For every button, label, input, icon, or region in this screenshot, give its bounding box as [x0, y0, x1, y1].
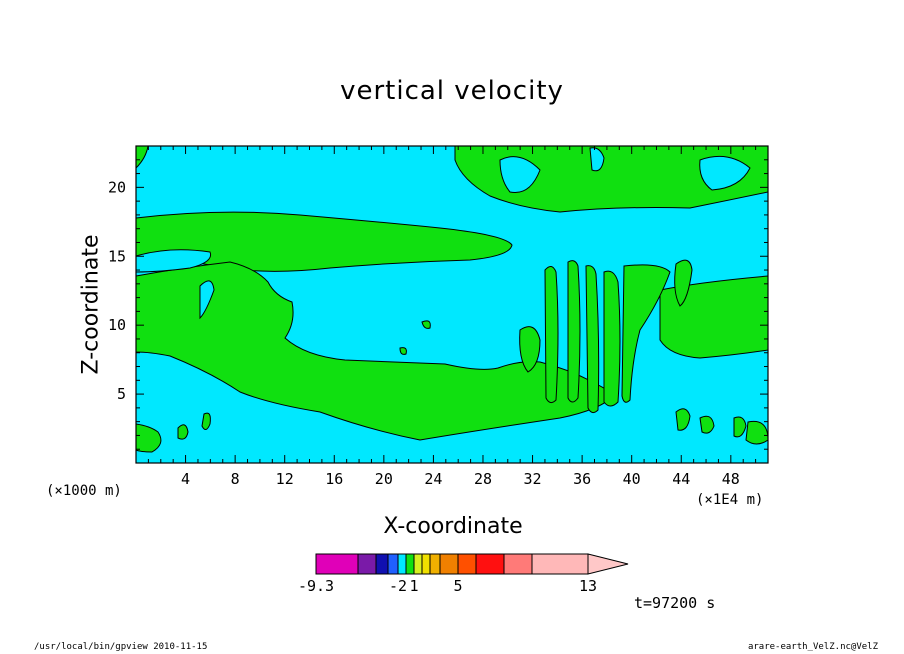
colorbar-swatch — [315, 553, 359, 575]
contour-region — [177, 424, 189, 440]
colorbar-swatch — [413, 553, 423, 575]
colorbar — [315, 553, 629, 575]
colorbar-swatch — [387, 553, 399, 575]
x-tick-label: 36 — [573, 470, 591, 488]
contour-region — [659, 275, 768, 359]
contour-region — [201, 412, 211, 430]
colorbar-tick-label: 5 — [453, 577, 462, 595]
x-tick-label: 4 — [181, 470, 190, 488]
colorbar-swatch — [429, 553, 441, 575]
x-tick-label: 32 — [524, 470, 542, 488]
colorbar-swatch — [503, 553, 533, 575]
contour-region — [499, 156, 541, 194]
x-unit-left: (×1000 m) — [46, 483, 122, 499]
contour-region — [585, 265, 600, 414]
y-tick-label: 20 — [108, 178, 126, 196]
contour-region — [699, 415, 715, 434]
colorbar-tick-label: -9.3 — [298, 577, 334, 595]
time-label: t=97200 s — [634, 594, 716, 612]
x-tick-label: 12 — [276, 470, 294, 488]
x-tick-label: 40 — [623, 470, 641, 488]
colorbar-swatch — [475, 553, 505, 575]
footer-right: arare-earth_VelZ.nc@VelZ — [747, 642, 878, 652]
x-tick-label: 28 — [474, 470, 492, 488]
contour-region — [567, 260, 581, 403]
colorbar-swatch — [457, 553, 477, 575]
colorbar-swatch — [421, 553, 431, 575]
axis-ticks — [136, 146, 768, 463]
footer-left: /usr/local/bin/gpview 2010-11-15 — [34, 642, 208, 652]
colorbar-swatch — [531, 553, 589, 575]
colorbar-swatch — [375, 553, 389, 575]
colorbar-swatch — [439, 553, 459, 575]
contour-region — [699, 155, 751, 191]
colorbar-swatch — [357, 553, 377, 575]
contour-region — [544, 266, 559, 404]
y-axis-label: Z-coordinate — [78, 234, 104, 375]
contour-region — [136, 249, 212, 273]
contour-region — [589, 147, 605, 172]
colorbar-tick-label: -2 — [389, 577, 407, 595]
x-tick-label: 20 — [375, 470, 393, 488]
contour-region — [621, 264, 671, 403]
contour-region — [199, 280, 215, 320]
x-tick-label: 16 — [325, 470, 343, 488]
contour-region — [674, 259, 693, 307]
contour-region — [603, 270, 621, 407]
contour-region — [399, 347, 407, 355]
x-tick-label: 8 — [231, 470, 240, 488]
colorbar-tick-label: 1 — [409, 577, 418, 595]
contour-region — [136, 261, 616, 441]
contour-region — [733, 416, 747, 438]
chart-title: vertical velocity — [340, 76, 564, 106]
contour-region — [519, 326, 541, 373]
colorbar-tick-label: 13 — [579, 577, 597, 595]
y-tick-label: 10 — [108, 316, 126, 334]
y-tick-label: 15 — [108, 247, 126, 265]
colorbar-arrow — [587, 553, 629, 575]
contour-region — [454, 146, 768, 213]
contour-region — [421, 320, 431, 329]
colorbar-labels: -9.3 -2 1 5 13 — [298, 577, 597, 595]
colorbar-swatch — [397, 553, 407, 575]
plot-frame — [135, 145, 769, 464]
y-tick-label: 5 — [117, 385, 126, 403]
contour-region — [136, 423, 162, 453]
x-tick-label: 44 — [672, 470, 690, 488]
x-axis-label: X-coordinate — [383, 514, 523, 539]
contour-region — [675, 408, 691, 431]
x-tick-label: 48 — [722, 470, 740, 488]
colorbar-swatch — [405, 553, 415, 575]
x-unit-right: (×1E4 m) — [696, 492, 764, 508]
x-tick-label: 24 — [424, 470, 442, 488]
